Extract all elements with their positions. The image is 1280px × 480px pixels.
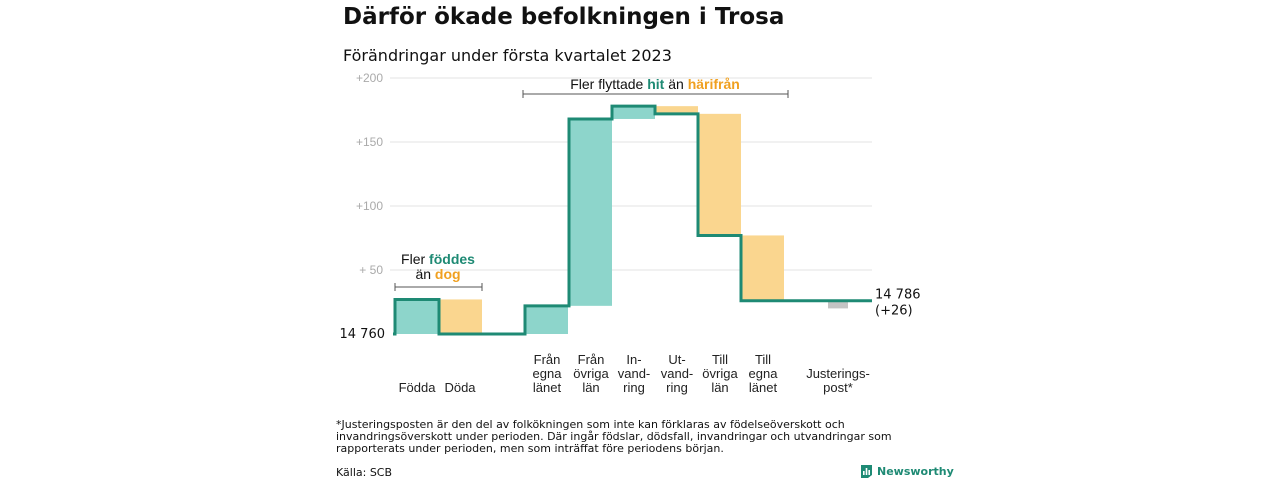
bar-2 <box>525 305 568 334</box>
annotation-moves: Fler flyttade hit än härifrån <box>570 76 740 92</box>
category-label-5: Ut-vand-ring <box>661 352 694 395</box>
source-label: Källa: SCB <box>336 466 393 479</box>
bar-0 <box>395 299 438 334</box>
start-value-label: 14 760 <box>340 327 386 342</box>
category-label-6: Till övriga län <box>702 352 738 395</box>
waterfall-chart: +200 +150 +100 + 50 14 760 14 786(+26) Födda D… <box>340 71 921 395</box>
newsworthy-logo-icon <box>861 465 872 478</box>
end-change-label: (+26) <box>875 304 913 319</box>
y-tick-label-0: +200 <box>356 71 383 85</box>
footnote: *Justeringsposten är den del av folkökni… <box>336 418 892 455</box>
brand: Newsworthy <box>860 464 954 479</box>
bar-adjustment <box>828 300 848 309</box>
annotation-births-emph: föddes <box>429 251 475 267</box>
y-tick-label-2: +100 <box>356 199 383 213</box>
step-line <box>393 104 872 336</box>
category-label-4: In-vand-ring <box>618 352 651 395</box>
bar-5 <box>655 106 698 114</box>
annotation-births-line1: Fler föddes <box>401 251 475 267</box>
brand-name: Newsworthy <box>877 465 954 478</box>
category-label-0: Födda <box>399 380 437 395</box>
annotation-births-line2: än dog <box>415 266 460 282</box>
annotation-births-emph2: dog <box>435 266 461 282</box>
bar-7 <box>741 235 784 301</box>
chart-title: Därför ökade befolkningen i Trosa <box>343 4 785 30</box>
bar-6 <box>698 113 741 236</box>
category-label-3: Från övriga län <box>573 352 609 395</box>
bar-1 <box>439 299 482 334</box>
end-value-label: 14 786 <box>875 288 921 303</box>
category-label-1: Döda <box>444 380 476 395</box>
y-tick-label-3: + 50 <box>359 263 383 277</box>
bar-3 <box>569 118 612 306</box>
category-label-8: Justerings-post* <box>806 366 870 395</box>
bar-4 <box>612 106 655 119</box>
category-label-2: Från egna länet <box>533 352 563 395</box>
annotation-moves-emph1: hit <box>647 76 664 92</box>
category-label-7: Till egna länet <box>749 352 779 395</box>
y-tick-label-1: +150 <box>356 135 383 149</box>
chart-subtitle: Förändringar under första kvartalet 2023 <box>343 46 672 65</box>
annotation-moves-emph2: härifrån <box>688 76 740 92</box>
